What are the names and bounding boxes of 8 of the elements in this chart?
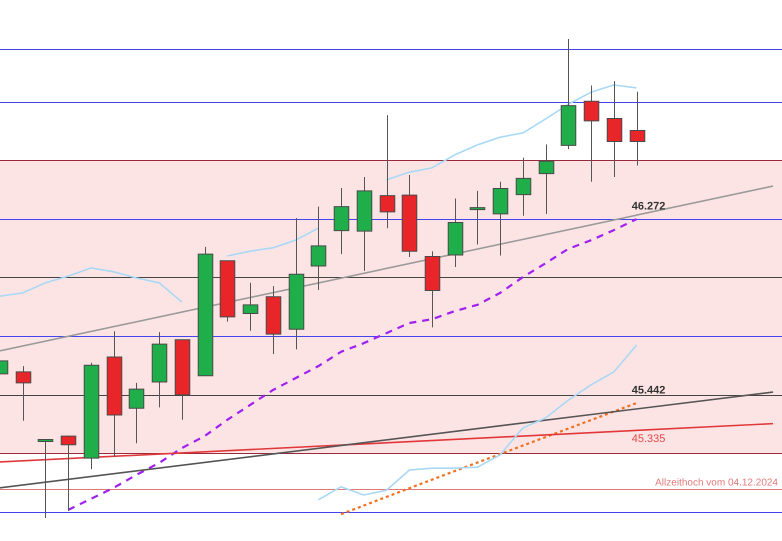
candlestick (380, 114, 396, 229)
candlestick (606, 80, 622, 178)
candlestick (584, 84, 600, 182)
ref-line-label: Allzeithoch vom 04.12.2024 (655, 477, 778, 488)
annotation: 46.272 (632, 200, 666, 213)
candlestick (334, 187, 350, 255)
annotation: 45.442 (632, 384, 666, 397)
annotation: 45.335 (632, 432, 666, 445)
